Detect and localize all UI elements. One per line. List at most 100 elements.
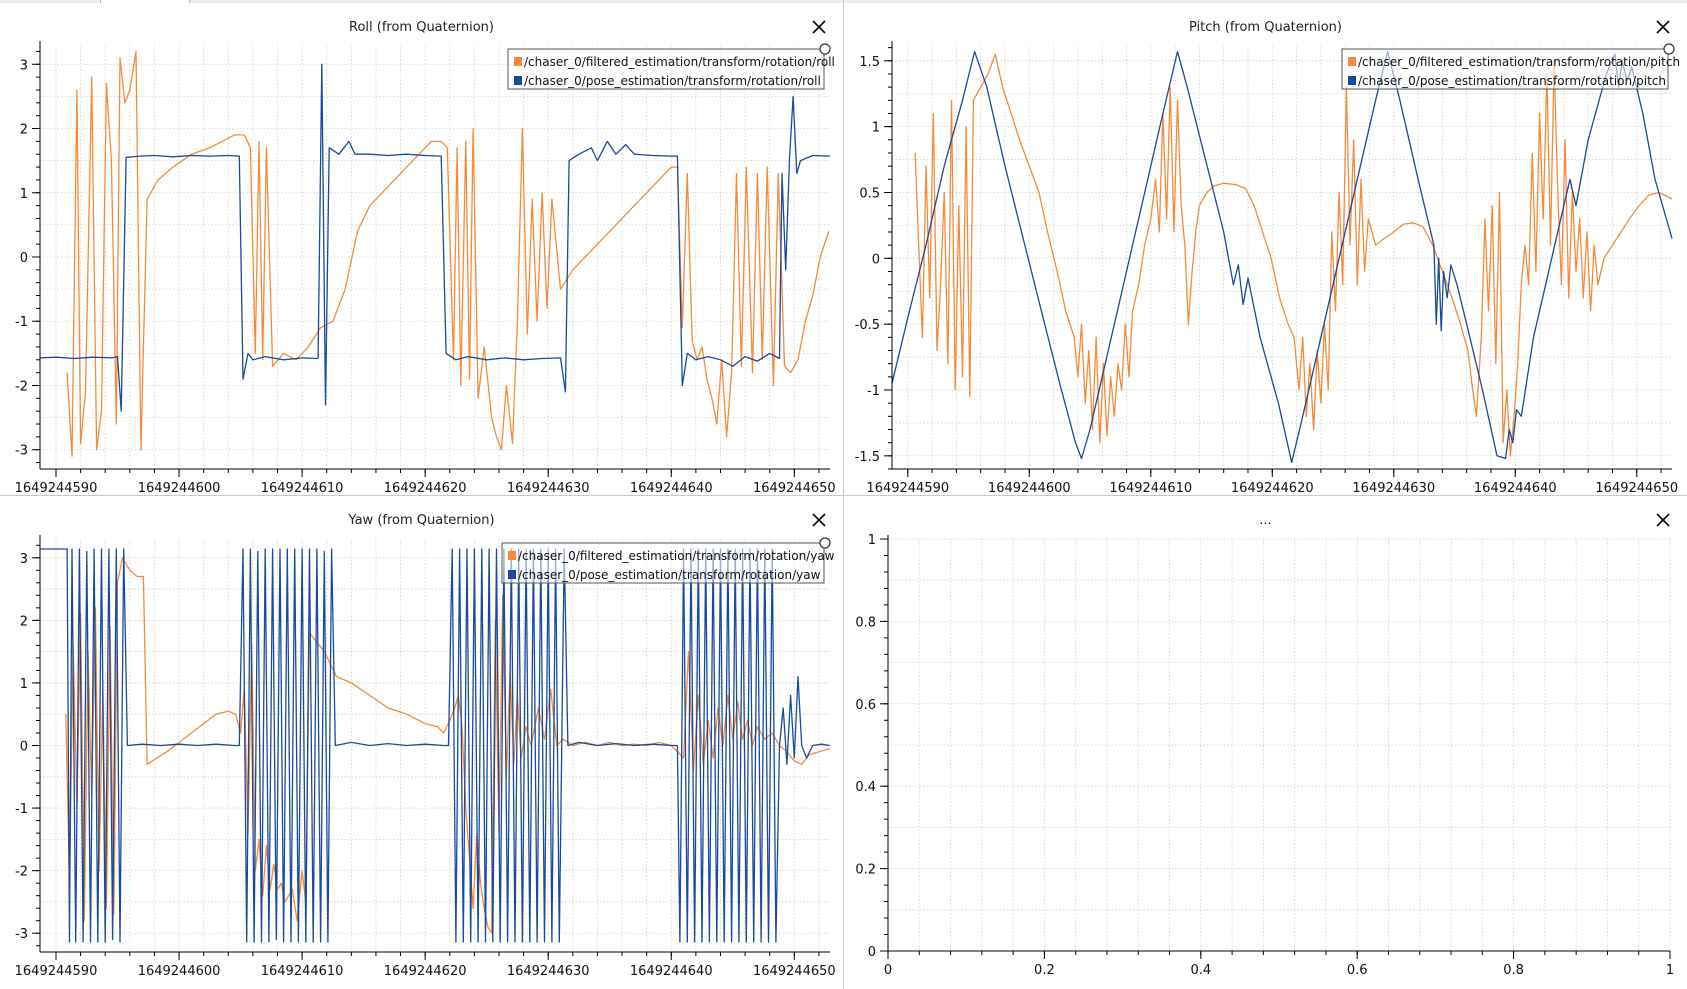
- plot-area-yaw[interactable]: 1649244590 1649244600 1649244610 1649244620…: [0, 496, 843, 989]
- y-tick-label: -3: [15, 927, 28, 942]
- y-tick-label: 2: [20, 123, 28, 138]
- series-line-pose: [39, 63, 831, 412]
- series-line-pose: [40, 548, 831, 943]
- x-tick-label: 1649244630: [1352, 481, 1435, 495]
- x-tick-label: 1649244640: [630, 481, 713, 495]
- x-tick-label: 1649244630: [507, 964, 590, 979]
- legend-swatch: [514, 76, 522, 85]
- plot-panel-pitch[interactable]: Pitch (from Quaternion) 1649244590 164924…: [844, 3, 1687, 495]
- x-tick-label: 0.6: [1347, 963, 1368, 978]
- y-tick-label: 0: [20, 251, 28, 266]
- y-tick-label: 1.5: [859, 55, 880, 70]
- plot-area-roll[interactable]: 1649244590 1649244600 1649244610 1649244620…: [0, 3, 843, 495]
- x-tick-label: 1649244590: [866, 481, 949, 495]
- x-tick-label: 1: [1666, 963, 1674, 978]
- x-tick-label: 0: [884, 963, 892, 978]
- axes: 1649244590 1649244600 1649244610 1649244620…: [15, 535, 836, 979]
- circle-handle-icon: [1663, 43, 1675, 55]
- legend-label: /chaser_0/pose_estimation/transform/rota…: [518, 568, 821, 582]
- legend-label: /chaser_0/pose_estimation/transform/rota…: [524, 74, 821, 88]
- y-tick-label: 3: [20, 58, 28, 73]
- x-tick-label: 1649244600: [988, 481, 1071, 495]
- close-button[interactable]: [1651, 508, 1675, 532]
- legend-handle[interactable]: [819, 537, 831, 549]
- x-tick-label: 1649244620: [1231, 481, 1314, 495]
- x-tick-label: 1649244650: [753, 964, 836, 979]
- y-tick-label: -0.5: [855, 318, 880, 333]
- legend-box: [507, 48, 825, 90]
- close-button[interactable]: [807, 508, 831, 532]
- y-tick-label: 0.8: [855, 615, 876, 630]
- y-tick-label: 0: [20, 740, 28, 755]
- x-tick-label: 1649244640: [1474, 481, 1557, 495]
- circle-handle-icon: [819, 43, 831, 55]
- legend[interactable]: /chaser_0/filtered_estimation/transform/…: [501, 537, 835, 584]
- legend-swatch: [508, 570, 516, 579]
- x-tick-label: 1649244600: [138, 481, 221, 495]
- axes: 1649244590 1649244600 1649244610 1649244620…: [855, 41, 1678, 495]
- y-tick-label: 0: [868, 945, 876, 960]
- y-tick-label: -2: [15, 865, 28, 880]
- x-tick-label: 1649244600: [138, 964, 221, 979]
- plot-area-pitch[interactable]: 1649244590 1649244600 1649244610 1649244620…: [844, 3, 1687, 495]
- plot-panel-yaw[interactable]: Yaw (from Quaternion) 1649244590 16492446…: [0, 496, 843, 989]
- x-tick-label: 1649244590: [15, 481, 98, 495]
- close-button[interactable]: [1651, 15, 1675, 39]
- legend-swatch: [514, 57, 522, 66]
- series-line-filtered: [914, 53, 1673, 457]
- y-tick-label: -1: [15, 802, 28, 817]
- legend-box: [1341, 48, 1669, 90]
- x-tick-label: 1649244590: [15, 964, 98, 979]
- close-icon: [812, 513, 826, 527]
- legend-swatch: [508, 551, 516, 560]
- plot-panel-empty[interactable]: ... 0 0.2 0.4 0.6 0.8 1 1 0.8 0.6 0.4 0.2 0: [844, 496, 1687, 989]
- close-button[interactable]: [807, 15, 831, 39]
- legend-label: /chaser_0/filtered_estimation/transform/…: [524, 55, 835, 69]
- legend-handle[interactable]: [819, 43, 831, 55]
- legend-swatch: [1348, 76, 1356, 85]
- divider-horizontal[interactable]: [0, 495, 1687, 496]
- grid: [40, 45, 830, 469]
- plot-area-empty[interactable]: 0 0.2 0.4 0.6 0.8 1 1 0.8 0.6 0.4 0.2 0: [844, 496, 1687, 989]
- legend-swatch: [1348, 57, 1356, 66]
- legend-label: /chaser_0/filtered_estimation/transform/…: [1358, 55, 1680, 69]
- legend[interactable]: /chaser_0/filtered_estimation/transform/…: [507, 43, 835, 90]
- close-icon: [1656, 513, 1670, 527]
- y-tick-label: -3: [15, 444, 28, 459]
- plot-panel-roll[interactable]: Roll (from Quaternion) 1649244590 1649244…: [0, 3, 843, 495]
- y-tick-label: 0.2: [855, 863, 876, 878]
- legend-label: /chaser_0/filtered_estimation/transform/…: [518, 549, 835, 563]
- y-tick-label: 0.6: [855, 698, 876, 713]
- y-tick-label: 0.5: [859, 186, 880, 201]
- y-tick-label: 2: [20, 614, 28, 629]
- y-tick-label: 1: [20, 677, 28, 692]
- x-tick-label: 1649244650: [753, 481, 836, 495]
- y-tick-label: -2: [15, 379, 28, 394]
- legend-label: /chaser_0/pose_estimation/transform/rota…: [1358, 74, 1666, 88]
- tab-active[interactable]: [100, 0, 190, 3]
- legend[interactable]: /chaser_0/filtered_estimation/transform/…: [1341, 43, 1680, 90]
- grid: [887, 538, 1671, 952]
- x-tick-label: 1649244610: [1109, 481, 1192, 495]
- legend-handle[interactable]: [1663, 43, 1675, 55]
- y-tick-label: 1: [868, 533, 876, 548]
- close-icon: [812, 20, 826, 34]
- y-tick-label: 3: [20, 552, 28, 567]
- x-tick-label: 1649244640: [630, 964, 713, 979]
- y-tick-label: -1.5: [855, 450, 880, 465]
- x-tick-label: 1649244630: [507, 481, 590, 495]
- x-tick-label: 0.4: [1190, 963, 1211, 978]
- circle-handle-icon: [819, 537, 831, 549]
- grid: [892, 45, 1672, 469]
- y-tick-label: 1: [872, 121, 880, 136]
- x-tick-label: 1649244610: [261, 481, 344, 495]
- x-tick-label: 1649244610: [261, 964, 344, 979]
- series-line-filtered: [65, 557, 831, 934]
- series-line-pose: [891, 50, 1673, 464]
- y-tick-label: -1: [867, 384, 880, 399]
- divider-vertical[interactable]: [843, 0, 844, 989]
- legend-box: [501, 542, 825, 584]
- axes: 0 0.2 0.4 0.6 0.8 1 1 0.8 0.6 0.4 0.2 0: [855, 533, 1674, 978]
- y-tick-label: 0: [872, 252, 880, 267]
